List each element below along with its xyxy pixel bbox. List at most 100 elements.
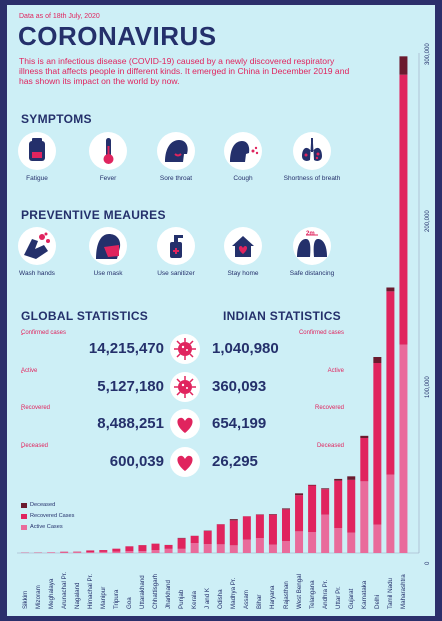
category-label: Meghalaya (47, 578, 55, 609)
bar-active-cases (373, 524, 382, 553)
bar-active-cases (321, 514, 330, 553)
category-label: Chhattisgarh (152, 573, 159, 609)
indian-stat-value: 1,040,980 (212, 340, 279, 357)
symptom-label: Sore throat (159, 175, 193, 182)
symptom-label: Fever (99, 175, 117, 182)
global-stat-label: Recovered (21, 405, 51, 411)
bar-recovered-cases (255, 514, 264, 538)
symptom-item-circle (224, 132, 262, 170)
category-label: Rajasthan (282, 581, 290, 609)
bar-deceased (308, 484, 317, 486)
bar-recovered-cases (360, 438, 369, 482)
mask-icon (96, 234, 121, 259)
bar-deceased (268, 514, 277, 515)
bar-active-cases (60, 552, 69, 553)
prevention-label: Wash hands (19, 270, 55, 277)
bar-deceased (360, 435, 369, 438)
bar-active-cases (255, 538, 264, 553)
bar-active-cases (347, 532, 356, 553)
category-label: Uttar Pr. (334, 586, 342, 609)
bar-recovered-cases (295, 495, 304, 532)
bar-active-cases (229, 545, 238, 553)
bar-recovered-cases (86, 550, 95, 553)
category-label: Tripura (112, 589, 120, 609)
bar-recovered-cases (203, 531, 212, 545)
bar-recovered-cases (268, 514, 277, 545)
bar-recovered-cases (73, 551, 82, 553)
category-label: Madhya Pr. (230, 577, 238, 609)
legend-label: Deceased (30, 502, 56, 508)
bar-recovered-cases (151, 543, 160, 550)
bar-deceased (334, 478, 343, 481)
bar-recovered-cases (229, 520, 238, 546)
bar-active-cases (177, 548, 186, 553)
prevention-item-circle (224, 227, 262, 265)
category-label: Sikkim (21, 590, 29, 609)
category-label: Goa (125, 597, 133, 609)
legend-swatch (21, 514, 27, 519)
bar-active-cases (386, 474, 395, 553)
bar-active-cases (360, 481, 369, 553)
indian-stats-heading: INDIAN STATISTICS (223, 309, 341, 323)
category-label: Uttarakhand (138, 575, 146, 609)
symptom-item-circle (293, 132, 331, 170)
category-label: Andhra Pr. (321, 579, 329, 609)
category-label: Haryana (269, 585, 277, 609)
bar-recovered-cases (321, 489, 330, 515)
prevention-label: Use sanitizer (157, 270, 195, 277)
fatigue-icon (29, 138, 45, 161)
global-stat-value: 8,488,251 (97, 415, 164, 432)
bar-recovered-cases (347, 479, 356, 533)
distancing-icon (297, 234, 327, 257)
prevention-heading: PREVENTIVE MEAURES (21, 208, 166, 222)
symptom-label: Shortness of breath (283, 175, 341, 182)
symptom-label: Cough (233, 175, 253, 182)
bar-recovered-cases (112, 548, 121, 552)
category-label: Maharashtra (399, 574, 407, 609)
bar-active-cases (308, 532, 317, 553)
global-stats-heading: GLOBAL STATISTICS (21, 309, 149, 323)
infographic-panel: Data as of 18th July, 2020 CORONAVIRUS T… (7, 5, 435, 616)
prevention-item-circle (89, 227, 127, 265)
category-label: Arunachal Pr. (60, 571, 68, 609)
bar-deceased (282, 508, 290, 510)
indian-stat-value: 360,093 (212, 378, 267, 395)
bar-active-cases (112, 551, 121, 553)
prevention-item-circle (157, 227, 195, 265)
category-label: Karnataka (360, 580, 368, 609)
bar-active-cases (151, 550, 160, 553)
bar-recovered-cases (190, 535, 199, 543)
symptom-label: Fatigue (26, 175, 48, 182)
global-divider (21, 334, 23, 335)
prevention-item-circle (293, 227, 331, 265)
bar-active-cases (399, 344, 408, 553)
bar-recovered-cases (164, 545, 173, 549)
bar-active-cases (203, 544, 212, 553)
global-divider (21, 372, 23, 373)
heart-icon (177, 455, 193, 471)
y-tick-label: 100,000 (425, 376, 431, 399)
bar-recovered-cases (282, 509, 290, 542)
lungs-icon (302, 138, 322, 161)
category-label: Jharkhand (165, 580, 173, 609)
symptoms-heading: SYMPTOMS (21, 112, 92, 126)
sanitizer-icon (170, 235, 183, 258)
bar-deceased (347, 476, 356, 480)
indian-stat-label: Active (327, 368, 344, 374)
category-label: Himachal Pr. (86, 573, 94, 609)
global-stat-value: 5,127,180 (97, 378, 164, 395)
category-label: Delhi (373, 594, 381, 609)
stat-icon-circle (170, 447, 200, 477)
symptom-item-circle (157, 132, 195, 170)
category-label: Nagaland (73, 582, 81, 610)
category-label: Punjab (178, 589, 186, 609)
category-label: West Bengal (295, 574, 303, 609)
bar-recovered-cases (216, 524, 225, 545)
sore-throat-icon (165, 140, 188, 162)
legend-label: Recovered Cases (30, 513, 75, 519)
heart-icon (177, 417, 193, 433)
prevention-label: Use mask (93, 270, 123, 277)
distance-badge: 2m (306, 231, 315, 237)
global-divider (21, 447, 23, 448)
bar-recovered-cases (399, 74, 408, 345)
